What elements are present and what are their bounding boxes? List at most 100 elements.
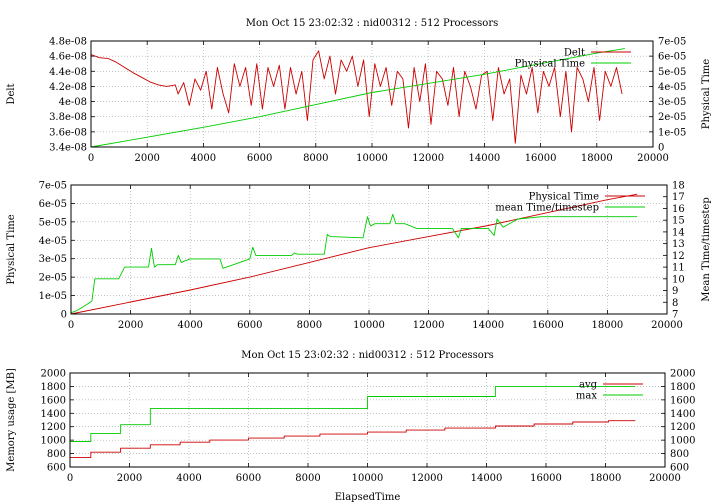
y-tick-label: 3.4e-08 — [49, 143, 87, 154]
y2-tick-label: 10 — [672, 274, 685, 285]
y2-tick-label: 1200 — [670, 422, 695, 433]
x-tick-label: 14000 — [471, 473, 503, 484]
y-tick-label: 600 — [47, 463, 66, 474]
x-tick-label: 16000 — [530, 473, 562, 484]
legend-label: max — [576, 391, 597, 402]
x-tick-label: 18000 — [591, 320, 623, 331]
x-tick-label: 6000 — [237, 320, 262, 331]
x-tick-label: 2000 — [134, 153, 159, 164]
x-tick-label: 20000 — [637, 153, 669, 164]
y-tick-label: 2000 — [41, 369, 66, 380]
y2-tick-label: 1800 — [670, 382, 695, 393]
chart-panel-2: 0 2000 4000 6000 8000 10000 12000 14000 16000 180… — [6, 181, 712, 332]
legend-label: mean Time/timestep — [495, 203, 599, 214]
y-tick-label: 4.8e-08 — [49, 37, 87, 48]
chart-title: Mon Oct 15 23:02:32 : nid00312 : 512 Pro… — [241, 350, 494, 361]
series-line-max — [70, 385, 636, 442]
x-tick-label: 2000 — [118, 320, 143, 331]
y-tick-label: 3.8e-08 — [49, 112, 87, 123]
x-tick-label: 8000 — [303, 153, 328, 164]
y-tick-label: 1400 — [41, 409, 66, 420]
x-tick-label: 14000 — [468, 153, 500, 164]
y-tick-label: 4e-05 — [39, 236, 67, 247]
y-axis-label: Physical Time — [6, 214, 17, 284]
y2-tick-label: 1400 — [670, 409, 695, 420]
series-line-mean-time-timestep — [70, 213, 638, 314]
x-tick-label: 10000 — [353, 320, 385, 331]
y-axis-label: Memory usage [MB] — [6, 368, 17, 472]
y2-tick-label: 15 — [672, 216, 685, 227]
x-tick-label: 12000 — [413, 320, 445, 331]
y-tick-label: 3.6e-08 — [49, 127, 87, 138]
y-tick-label: 3e-05 — [39, 254, 67, 265]
y2-tick-label: 7 — [672, 310, 678, 321]
x-tick-label: 4000 — [191, 153, 216, 164]
y-tick-label: 4e-08 — [59, 97, 87, 108]
plot-frame — [69, 372, 666, 468]
x-tick-label: 8000 — [295, 473, 320, 484]
y2-tick-label: 1600 — [670, 395, 695, 406]
y-tick-label: 5e-05 — [39, 217, 67, 228]
x-tick-label: 0 — [88, 153, 94, 164]
y2-tick-label: 9 — [672, 286, 678, 297]
y2-tick-label: 8 — [672, 298, 678, 309]
y2-tick-label: 800 — [670, 449, 689, 460]
y2-axis-label: Mean Time/timestep — [701, 197, 712, 301]
legend-label: avg — [579, 380, 598, 391]
legend-label: Physical Time — [529, 192, 599, 203]
x-tick-label: 10000 — [352, 473, 384, 484]
x-tick-label: 16000 — [525, 153, 557, 164]
x-tick-label: 6000 — [236, 473, 261, 484]
x-tick-label: 14000 — [472, 320, 504, 331]
y-tick-label: 4.4e-08 — [49, 67, 87, 78]
y-tick-label: 4.6e-08 — [49, 52, 87, 63]
y2-axis-label: Physical Time — [701, 59, 712, 129]
x-tick-label: 4000 — [176, 473, 201, 484]
y-tick-label: 1600 — [41, 395, 66, 406]
plot-frame — [70, 184, 668, 315]
x-tick-label: 18000 — [581, 153, 613, 164]
y2-tick-label: 4e-05 — [658, 82, 686, 93]
x-tick-label: 0 — [68, 320, 74, 331]
legend-label: Delt — [564, 48, 585, 59]
y-tick-label: 1e-05 — [39, 291, 67, 302]
y-tick-label: 1000 — [41, 436, 66, 447]
y2-tick-label: 3e-05 — [658, 97, 686, 108]
y-tick-label: 2e-05 — [39, 273, 67, 284]
y2-tick-label: 17 — [672, 192, 685, 203]
series-line-delt — [90, 50, 623, 144]
y-tick-label: 1800 — [41, 382, 66, 393]
x-tick-label: 2000 — [117, 473, 142, 484]
chart-title: Mon Oct 15 23:02:32 : nid00312 : 512 Pro… — [246, 18, 499, 29]
y2-tick-label: 16 — [672, 204, 685, 215]
y2-tick-label: 18 — [672, 181, 685, 192]
x-tick-label: 12000 — [412, 153, 444, 164]
legend-label: Physical Time — [515, 59, 585, 70]
x-tick-label: 20000 — [651, 320, 683, 331]
series-line-physical-time — [90, 48, 625, 148]
y-tick-label: 0 — [61, 310, 67, 321]
y-tick-label: 7e-05 — [39, 181, 67, 192]
x-tick-label: 10000 — [356, 153, 388, 164]
chart-panel-3: 0 2000 4000 6000 8000 10000 12000 14000 16000 180… — [6, 350, 695, 503]
chart-panel-1: 0 2000 4000 6000 8000 10000 12000 14000 16000 180… — [6, 18, 712, 164]
y-axis-label: Delt — [6, 83, 17, 104]
y2-tick-label: 11 — [672, 263, 685, 274]
y-tick-label: 800 — [47, 449, 66, 460]
series-line-avg — [70, 420, 636, 459]
y2-tick-label: 1e-05 — [658, 127, 686, 138]
y2-tick-label: 14 — [672, 227, 685, 238]
x-tick-label: 4000 — [177, 320, 202, 331]
y2-tick-label: 5e-05 — [658, 67, 686, 78]
x-tick-label: 8000 — [297, 320, 322, 331]
y2-tick-label: 12 — [672, 251, 685, 262]
x-tick-label: 0 — [67, 473, 73, 484]
y2-tick-label: 6e-05 — [658, 52, 686, 63]
y-tick-label: 4.2e-08 — [49, 82, 87, 93]
y2-tick-label: 7e-05 — [658, 37, 686, 48]
y2-tick-label: 13 — [672, 239, 685, 250]
x-tick-label: 18000 — [590, 473, 622, 484]
y-tick-label: 1200 — [41, 422, 66, 433]
